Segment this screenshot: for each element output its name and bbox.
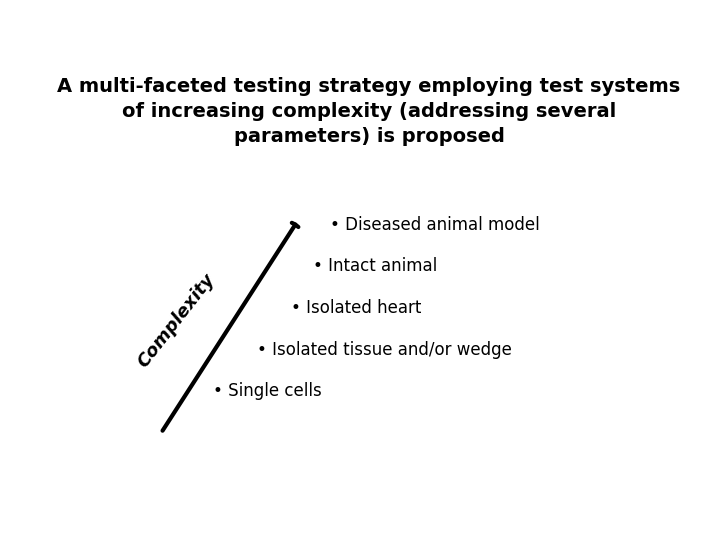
Text: A multi-faceted testing strategy employing test systems
of increasing complexity: A multi-faceted testing strategy employi… [58,77,680,146]
Text: Complexity: Complexity [135,270,219,371]
Text: • Intact animal: • Intact animal [313,258,438,275]
Text: • Isolated heart: • Isolated heart [291,299,421,317]
Text: • Diseased animal model: • Diseased animal model [330,216,540,234]
Text: • Isolated tissue and/or wedge: • Isolated tissue and/or wedge [258,341,512,359]
Text: • Single cells: • Single cells [213,382,322,400]
